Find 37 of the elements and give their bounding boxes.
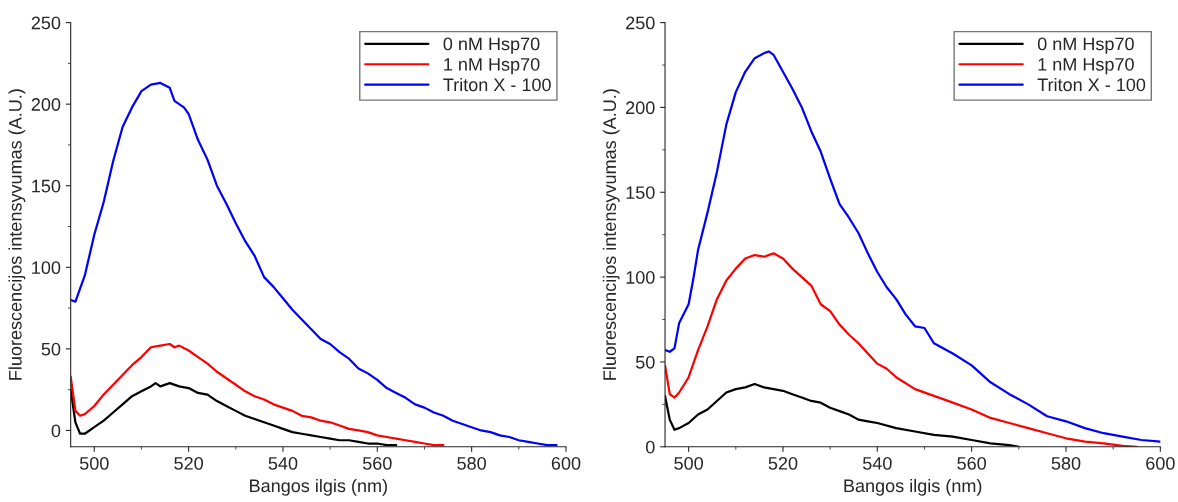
- x-axis-title: Bangos ilgis (nm): [250, 478, 387, 496]
- x-tick-label: 560: [957, 456, 986, 470]
- legend-label: 0 nM Hsp70: [1037, 37, 1134, 54]
- y-tick-label: 250: [626, 16, 655, 30]
- x-tick-label: 520: [768, 456, 798, 470]
- x-tick-label: 560: [362, 456, 392, 470]
- legend-label: 1 nM Hsp70: [1038, 57, 1134, 75]
- x-tick-label: 580: [1051, 456, 1081, 470]
- x-tick-label: 500: [674, 456, 703, 470]
- y-tick-label: 200: [31, 98, 61, 111]
- y-tick-label: 50: [635, 355, 655, 369]
- x-tick-label: 600: [1146, 456, 1175, 470]
- y-tick-label: 100: [32, 261, 61, 275]
- y-tick-label: 100: [626, 271, 655, 284]
- x-tick-label: 600: [551, 456, 581, 470]
- x-tick-label: 540: [862, 456, 892, 470]
- y-tick-label: 0: [645, 440, 655, 454]
- y-axis-title: Fluorescencijos intensyvumas (A.U.): [8, 89, 26, 380]
- line-series: [665, 382, 1020, 447]
- legend-label: Triton X - 100: [443, 77, 551, 92]
- y-tick-label: 200: [626, 101, 655, 115]
- x-tick-label: 500: [79, 456, 109, 470]
- x-axis-title: Bangos ilgis (nm): [844, 478, 982, 496]
- line-series: [70, 342, 445, 447]
- y-tick-label: 250: [31, 16, 61, 30]
- x-tick-label: 540: [268, 456, 298, 470]
- x-tick-label: 580: [457, 456, 486, 470]
- x-tick-label: 520: [174, 456, 203, 470]
- y-tick-label: 0: [51, 424, 61, 438]
- legend-label: 1 nM Hsp70: [444, 57, 540, 75]
- legend-label: 0 nM Hsp70: [443, 37, 540, 54]
- legend-label: Triton X - 100: [1037, 77, 1146, 92]
- line-series: [70, 382, 398, 447]
- y-axis-title: Fluorescencijos intensyvumas (A.U.): [602, 89, 620, 380]
- y-tick-label: 50: [41, 342, 61, 356]
- y-tick-label: 150: [32, 179, 61, 193]
- y-tick-label: 150: [626, 186, 655, 199]
